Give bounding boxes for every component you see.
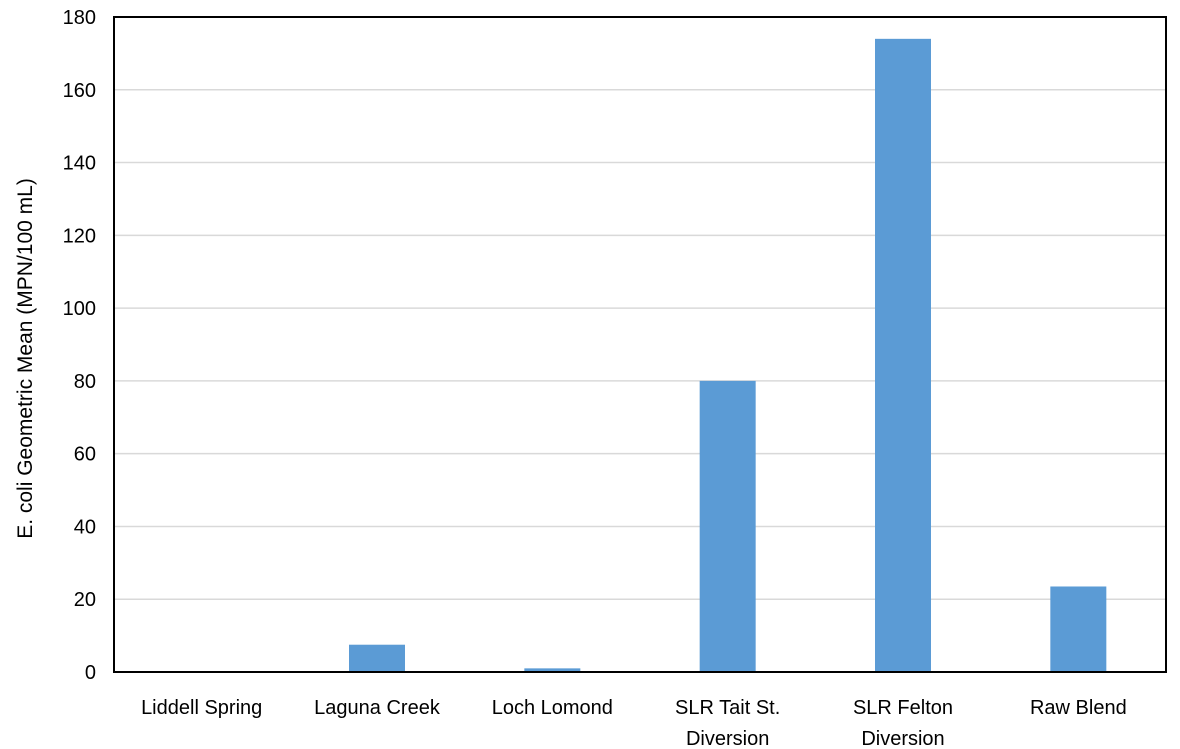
y-tick-label: 180 — [63, 7, 96, 29]
x-tick-label: Loch Lomond — [492, 697, 613, 719]
y-tick-label: 140 — [63, 153, 96, 175]
x-tick-label-line: Laguna Creek — [314, 697, 441, 719]
x-tick-label: Liddell Spring — [141, 697, 262, 719]
bar — [1050, 586, 1107, 672]
bar — [875, 38, 931, 673]
y-tick-label: 60 — [74, 444, 96, 466]
bars — [349, 38, 1107, 673]
y-tick-label: 0 — [85, 662, 96, 684]
x-tick-label: Raw Blend — [1030, 697, 1127, 719]
x-tick-label-line: Diversion — [686, 728, 769, 749]
x-tick-label: SLR Tait St. Diversion — [675, 697, 780, 749]
y-tick-label: 80 — [74, 371, 96, 393]
y-tick-label: 100 — [63, 298, 96, 320]
bar — [349, 644, 405, 672]
x-tick-label-line: SLR Tait St. — [675, 697, 780, 719]
bar — [524, 668, 581, 672]
x-tick-label: Laguna Creek — [314, 697, 441, 719]
x-tick-label-line: Loch Lomond — [492, 697, 613, 719]
bar — [699, 380, 756, 672]
y-tick-label: 40 — [74, 516, 96, 538]
gridlines — [114, 89, 1166, 600]
y-tick-label: 160 — [63, 80, 96, 102]
y-axis-title: E. coli Geometric Mean (MPN/100 mL) — [14, 178, 37, 539]
x-tick-labels: Liddell Spring Laguna Creek Loch Lomond SLR… — [141, 697, 1127, 749]
y-tick-labels: 0 20 40 60 80 100 120 140 160 180 — [63, 7, 96, 684]
x-tick-label-line: Raw Blend — [1030, 697, 1127, 719]
x-tick-label-line: Diversion — [861, 728, 944, 749]
y-tick-label: 120 — [63, 225, 96, 247]
x-tick-label-line: SLR Felton — [853, 697, 953, 719]
y-tick-label: 20 — [74, 589, 96, 611]
plot-frame — [113, 16, 1167, 673]
x-tick-label: SLR Felton Diversion — [853, 697, 953, 749]
x-tick-label-line: Liddell Spring — [141, 697, 262, 719]
